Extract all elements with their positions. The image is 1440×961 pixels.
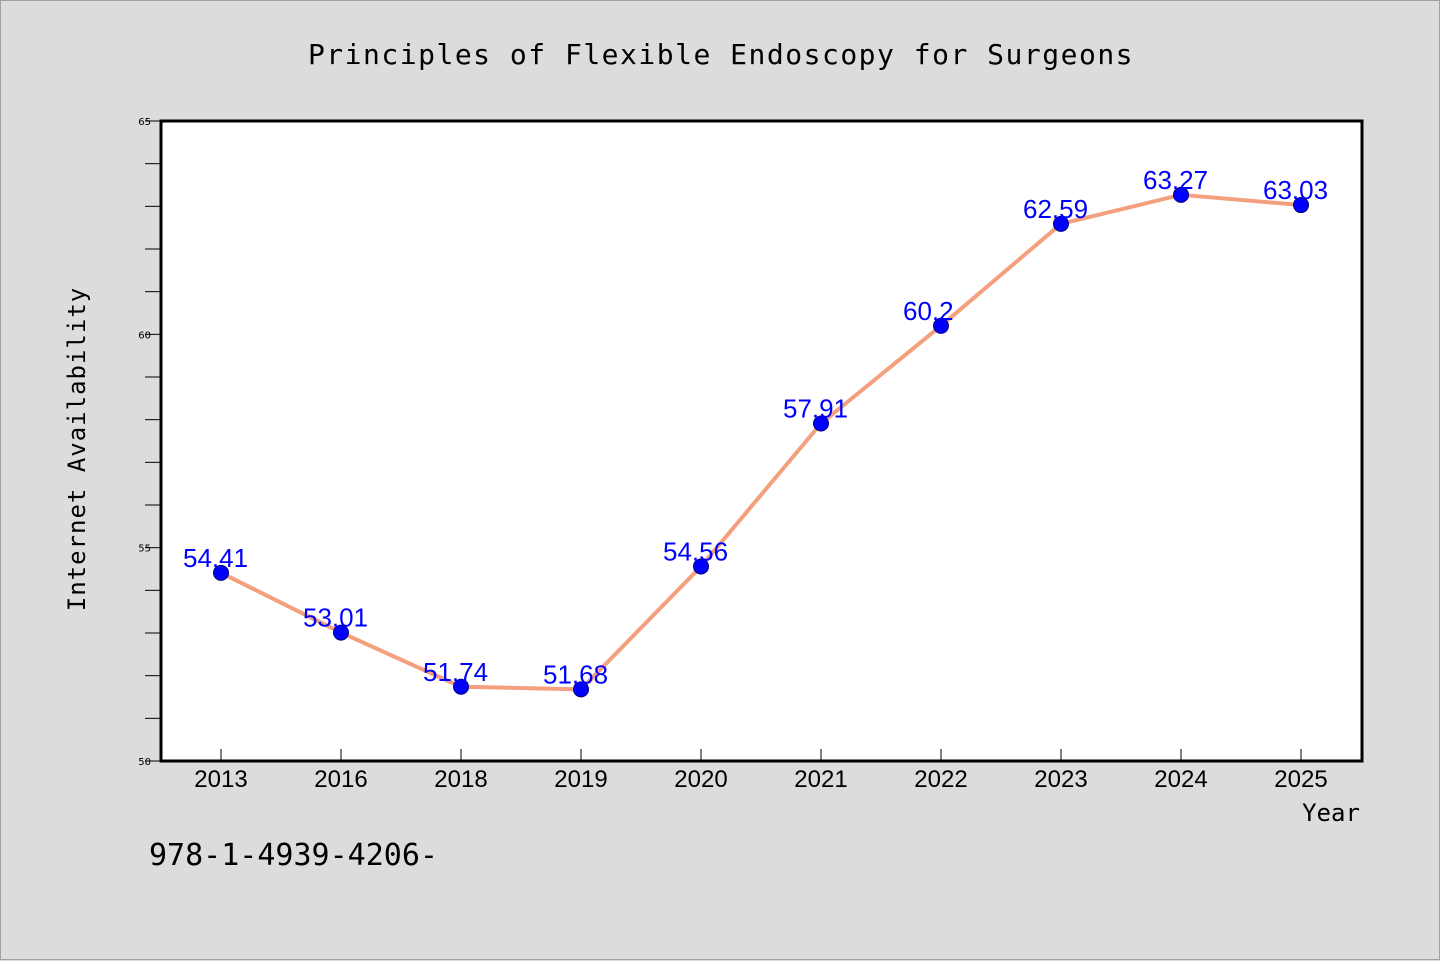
data-label: 60.2 [903, 296, 954, 326]
series-line [220, 192, 1302, 692]
data-point [573, 681, 589, 698]
x-tick-label: 2020 [674, 766, 727, 793]
x-tick-label: 2025 [1274, 766, 1327, 793]
data-label: 51.68 [543, 659, 608, 689]
x-tick-label: 2019 [554, 766, 607, 793]
x-tick-label: 2016 [314, 766, 367, 793]
y-axis: 50 55 60 65 [138, 117, 161, 768]
x-axis-label: Year [1302, 799, 1360, 827]
x-axis: 2013 2016 2018 2019 2020 2021 2022 2023 2024 2025 [194, 749, 1328, 793]
data-point [933, 317, 949, 334]
x-tick-label: 2023 [1034, 766, 1087, 793]
data-point [693, 558, 709, 575]
caption-code: 978-1-4939-4206- [149, 838, 438, 873]
y-axis-label: Internet Availability [63, 287, 91, 611]
data-label: 57.91 [783, 394, 848, 424]
y-tick-label: 60 [138, 330, 151, 341]
data-label: 51.74 [423, 657, 488, 687]
data-point [453, 678, 469, 695]
data-label: 54.56 [663, 536, 728, 566]
data-point [813, 415, 829, 432]
data-label: 63.03 [1263, 175, 1328, 205]
x-tick-label: 2021 [794, 766, 847, 793]
y-tick-label: 65 [138, 117, 151, 128]
data-label: 62.59 [1023, 194, 1088, 224]
data-point [1173, 186, 1189, 203]
data-point [1293, 197, 1309, 214]
data-label: 54.41 [183, 543, 248, 573]
x-tick-label: 2013 [194, 766, 247, 793]
chart-title: Principles of Flexible Endoscopy for Sur… [308, 38, 1134, 71]
y-tick-label: 55 [138, 544, 151, 555]
x-tick-label: 2018 [434, 766, 487, 793]
data-point [333, 624, 349, 641]
series-line-group [213, 186, 1309, 698]
x-tick-label: 2022 [914, 766, 967, 793]
data-point [213, 564, 229, 581]
data-label: 63.27 [1143, 165, 1208, 195]
data-labels-group: 54.41 53.01 51.74 51.68 54.56 57.91 60.2 62.59 6… [183, 165, 1328, 690]
y-tick-label: 50 [138, 757, 151, 768]
plot-area [159, 119, 1364, 763]
data-point [1053, 215, 1069, 232]
data-label: 53.01 [303, 603, 368, 633]
x-tick-label: 2024 [1154, 766, 1207, 793]
